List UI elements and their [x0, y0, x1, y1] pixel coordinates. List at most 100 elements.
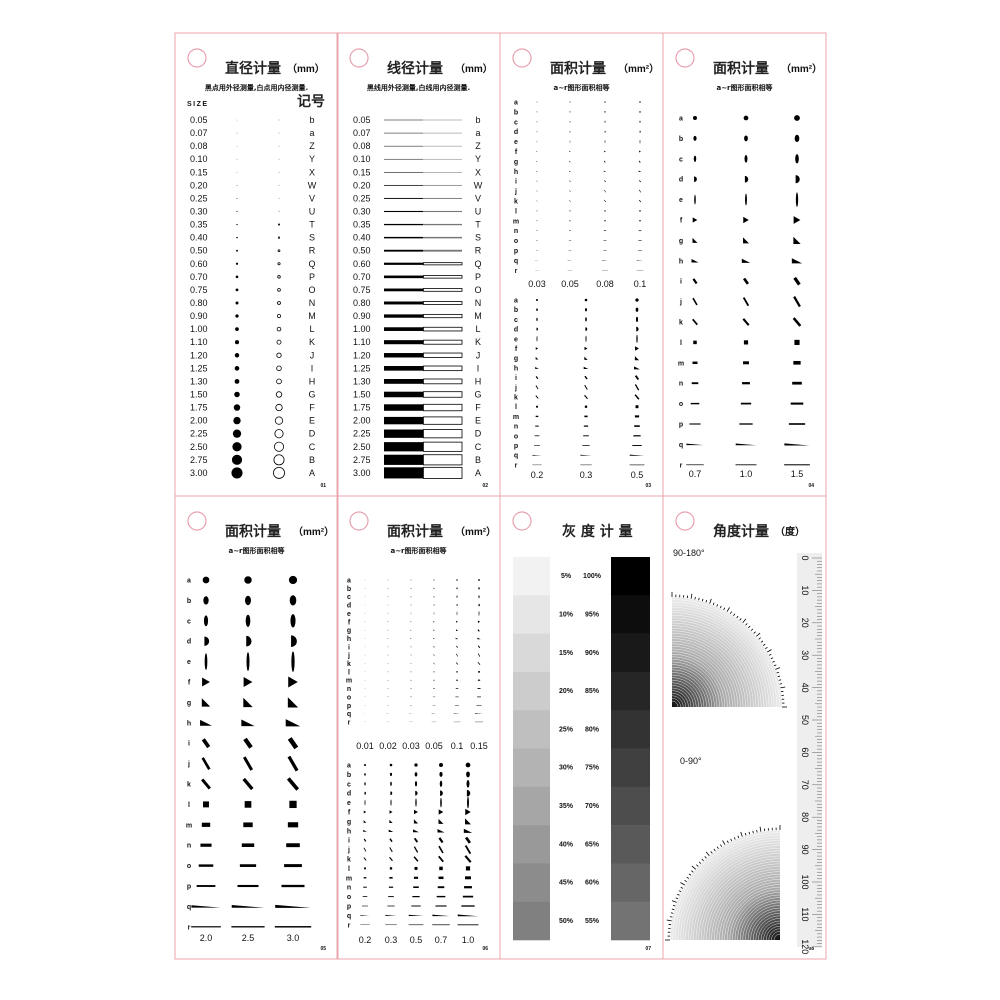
area-shape [569, 120, 571, 123]
shape-letter: j [347, 847, 350, 854]
shape-letter: a [514, 100, 518, 107]
ruler-label: 100 [800, 874, 810, 889]
gray-swatch-light [513, 710, 550, 749]
size-label: 0.07 [190, 128, 208, 138]
code-letter: I [311, 363, 314, 373]
area-shape [536, 160, 538, 162]
shape-letter: j [679, 299, 682, 306]
protractor-arc [750, 910, 781, 941]
protractor-tick [705, 851, 710, 856]
area-label: 1.0 [462, 935, 475, 945]
area-shape [453, 713, 461, 714]
area-shape [639, 130, 641, 133]
white-dot [273, 441, 285, 452]
area-shape [364, 867, 366, 870]
protractor-arc [682, 842, 781, 941]
protractor-tick [737, 835, 740, 839]
area-shape [534, 445, 540, 446]
ruler-label: 30 [800, 650, 810, 660]
area-shape [535, 385, 539, 390]
code-letter: G [474, 389, 481, 399]
area-shape [604, 150, 606, 153]
area-shape [692, 237, 698, 243]
protractor-tick [698, 597, 700, 601]
black-line [384, 366, 423, 371]
shape-letter: q [187, 904, 191, 911]
protractor-tick [773, 664, 777, 667]
protractor-tick [690, 593, 693, 599]
area-shape [639, 180, 641, 183]
code-letter: X [309, 167, 315, 177]
protractor-tick [701, 858, 704, 862]
protractor-arc [671, 612, 767, 708]
area-shape [414, 866, 418, 870]
area-shape [200, 843, 212, 847]
protractor-arc [724, 884, 781, 941]
area-shape [477, 653, 481, 657]
protractor-tick [691, 870, 694, 873]
area-shape [363, 886, 367, 888]
white-dot [278, 132, 280, 134]
code-letter: B [475, 455, 481, 465]
area-label: 0.01 [356, 741, 374, 751]
area-shape [411, 905, 421, 907]
area-shape [203, 615, 209, 627]
size-label: 1.00 [190, 324, 208, 334]
area-shape [584, 394, 588, 400]
shape-letter: j [187, 761, 190, 768]
size-label: 1.25 [190, 363, 208, 373]
shape-letter: b [514, 307, 518, 314]
area-shape [291, 651, 295, 672]
area-shape [433, 579, 435, 581]
area-shape [477, 637, 481, 640]
area-shape [289, 800, 297, 809]
protractor-arc [671, 695, 684, 708]
protractor-arc [726, 886, 781, 941]
code-letter: W [308, 180, 317, 190]
area-shape [389, 819, 393, 824]
protractor-arc [671, 599, 780, 708]
area-shape [477, 628, 481, 632]
protractor-tick [677, 893, 680, 896]
area-shape [243, 676, 253, 688]
white-dot [278, 197, 280, 199]
area-shape [191, 905, 221, 908]
area-label: 0.03 [402, 741, 420, 751]
protractor-tick [756, 632, 761, 637]
protractor-arc [674, 834, 781, 941]
shape-letter: l [348, 669, 350, 676]
protractor-arc [671, 679, 700, 708]
gray-swatch-dark [611, 710, 650, 749]
protractor-tick [716, 604, 719, 607]
gray-percent-dark: 95% [585, 611, 600, 618]
size-label: 0.05 [353, 115, 371, 125]
area-shape [200, 719, 212, 726]
shape-letter: l [515, 404, 517, 411]
area-shape [639, 120, 641, 124]
area-shape [692, 217, 698, 223]
size-label: 0.50 [190, 246, 208, 256]
protractor-arc [671, 690, 689, 708]
area-shape [743, 277, 749, 285]
black-dot [236, 145, 238, 147]
code-letter: L [475, 324, 480, 334]
shape-letter: h [514, 365, 518, 372]
black-dot [231, 454, 243, 465]
protractor-arc [752, 912, 781, 941]
area-shape [535, 366, 539, 369]
area-shape [245, 614, 251, 627]
protractor-arc [680, 840, 781, 941]
panel-subtitle: 黑线用外径测量,白线用内径测量. [367, 83, 470, 92]
area-shape [455, 696, 459, 698]
area-shape [793, 296, 801, 308]
ruler-label: 120 [800, 939, 810, 954]
protractor-tick [680, 886, 684, 889]
marker-circle-icon [512, 511, 532, 531]
area-shape [535, 415, 539, 418]
area-shape [535, 347, 539, 350]
area-shape [364, 629, 366, 631]
gray-swatch-light [513, 671, 550, 711]
panel-frame [336, 495, 501, 960]
shape-letter: r [348, 922, 351, 929]
area-shape [287, 755, 299, 772]
